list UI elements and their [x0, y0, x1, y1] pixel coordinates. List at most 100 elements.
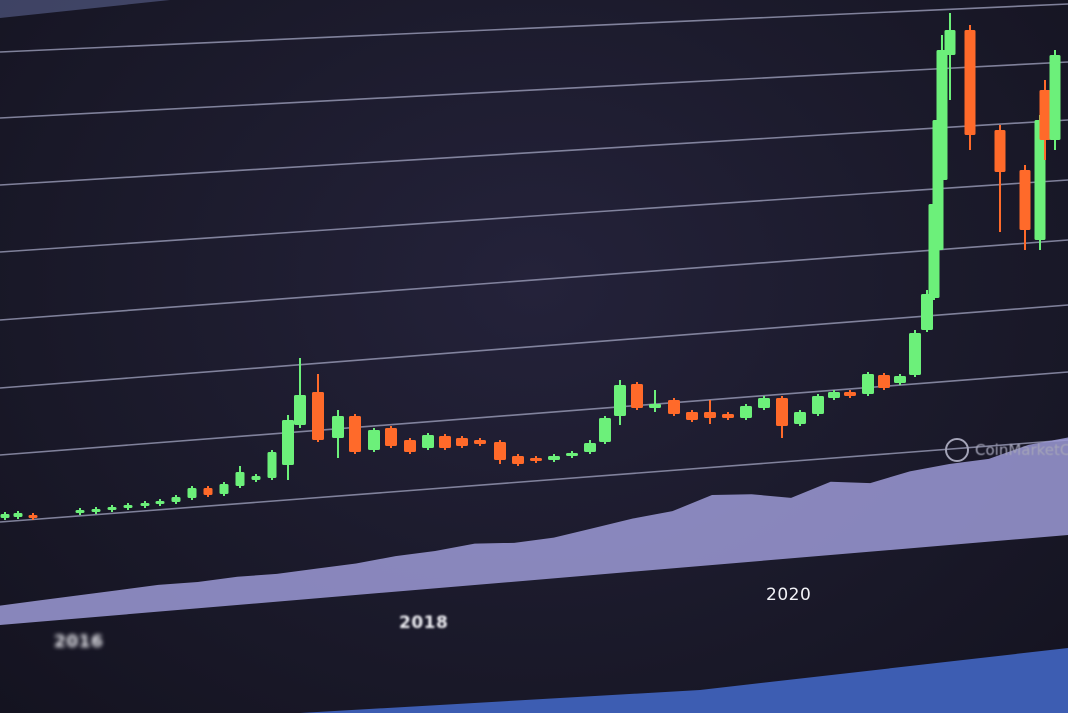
candle-up: [758, 396, 770, 410]
candle-body: [187, 488, 197, 498]
candle-down: [203, 486, 213, 497]
candle-body: [794, 412, 806, 424]
x-tick-label: 2016: [54, 632, 104, 652]
candle-body: [631, 384, 643, 408]
candle-body: [155, 501, 165, 504]
candle-body: [91, 509, 101, 512]
bottom-blue-band: [0, 648, 1068, 713]
candle-up: [614, 380, 626, 425]
x-tick-label: 2020: [766, 585, 812, 605]
candle-body: [107, 507, 117, 510]
candle-down: [404, 438, 416, 454]
candle-body: [267, 452, 277, 478]
candle-body: [140, 503, 150, 506]
candle-down: [474, 438, 486, 446]
candle-body: [251, 476, 261, 480]
candle-up: [75, 508, 85, 515]
candle-down: [385, 426, 397, 448]
candle-body: [828, 392, 840, 398]
candle-up: [548, 454, 560, 462]
candle-up: [794, 410, 806, 426]
candle-body: [332, 416, 344, 438]
gridline: [0, 119, 1068, 186]
volume-area: [0, 437, 1068, 625]
candle-up: [235, 466, 245, 488]
candle-body: [936, 50, 948, 180]
candle-up: [140, 501, 150, 508]
candle-body: [349, 416, 361, 452]
candle-down: [668, 398, 680, 416]
candle-body: [512, 456, 524, 464]
candle-body: [75, 510, 85, 513]
candle-body: [812, 396, 824, 414]
candle-up: [422, 433, 434, 450]
gridline: [0, 61, 1068, 119]
candle-body: [294, 395, 306, 425]
candle-up: [219, 482, 229, 496]
candle-body: [566, 453, 578, 456]
gridline: [0, 371, 1068, 456]
candle-body: [668, 400, 680, 414]
gridline: [0, 3, 1068, 53]
candle-body: [844, 392, 856, 396]
candle-body: [203, 488, 213, 495]
candle-down: [494, 440, 506, 464]
candle-down: [439, 434, 451, 450]
candle-down: [964, 25, 976, 150]
candle-up: [1049, 50, 1061, 150]
gridline: [0, 239, 1068, 321]
candle-body: [548, 456, 560, 460]
candle-body: [584, 443, 596, 452]
candle-body: [385, 428, 397, 446]
candle-up: [107, 505, 117, 512]
candle-down: [349, 414, 361, 454]
candle-body: [964, 30, 976, 135]
candle-body: [878, 375, 890, 388]
gridline: [0, 304, 1068, 389]
candle-body: [740, 406, 752, 418]
gridline: [0, 439, 1068, 523]
candle-body: [404, 440, 416, 452]
candle-body: [28, 515, 38, 518]
candle-up: [251, 474, 261, 482]
candle-up: [155, 499, 165, 506]
candle-down: [686, 410, 698, 422]
candle-body: [474, 440, 486, 444]
candle-up: [171, 495, 181, 504]
candle-up: [921, 290, 933, 332]
candle-up: [584, 440, 596, 454]
watermark: CoinMarketCap: [945, 438, 1068, 462]
candle-down: [28, 513, 38, 520]
candle-body: [439, 436, 451, 448]
candle-body: [944, 30, 956, 55]
gridline: [0, 179, 1068, 253]
candle-down: [704, 400, 716, 424]
candle-up: [332, 410, 344, 458]
candle-body: [1034, 120, 1046, 240]
candle-body: [776, 398, 788, 426]
candle-body: [456, 438, 468, 446]
candle-body: [219, 484, 229, 494]
candle-body: [422, 435, 434, 448]
candle-body: [1019, 170, 1031, 230]
candle-body: [0, 514, 10, 518]
candle-body: [686, 412, 698, 420]
candle-body: [614, 385, 626, 416]
candle-up: [282, 415, 294, 480]
candle-down: [512, 454, 524, 466]
candle-up: [828, 390, 840, 400]
candle-body: [909, 333, 921, 375]
x-tick-label: 2018: [399, 613, 449, 633]
candle-body: [171, 497, 181, 502]
candle-down: [722, 412, 734, 420]
candle-body: [494, 442, 506, 460]
candle-up: [936, 35, 948, 185]
candle-body: [894, 376, 906, 383]
candle-body: [13, 513, 23, 517]
candle-up: [123, 503, 133, 510]
candle-body: [921, 294, 933, 330]
candle-body: [862, 374, 874, 394]
candle-body: [235, 472, 245, 486]
candle-up: [294, 358, 306, 428]
